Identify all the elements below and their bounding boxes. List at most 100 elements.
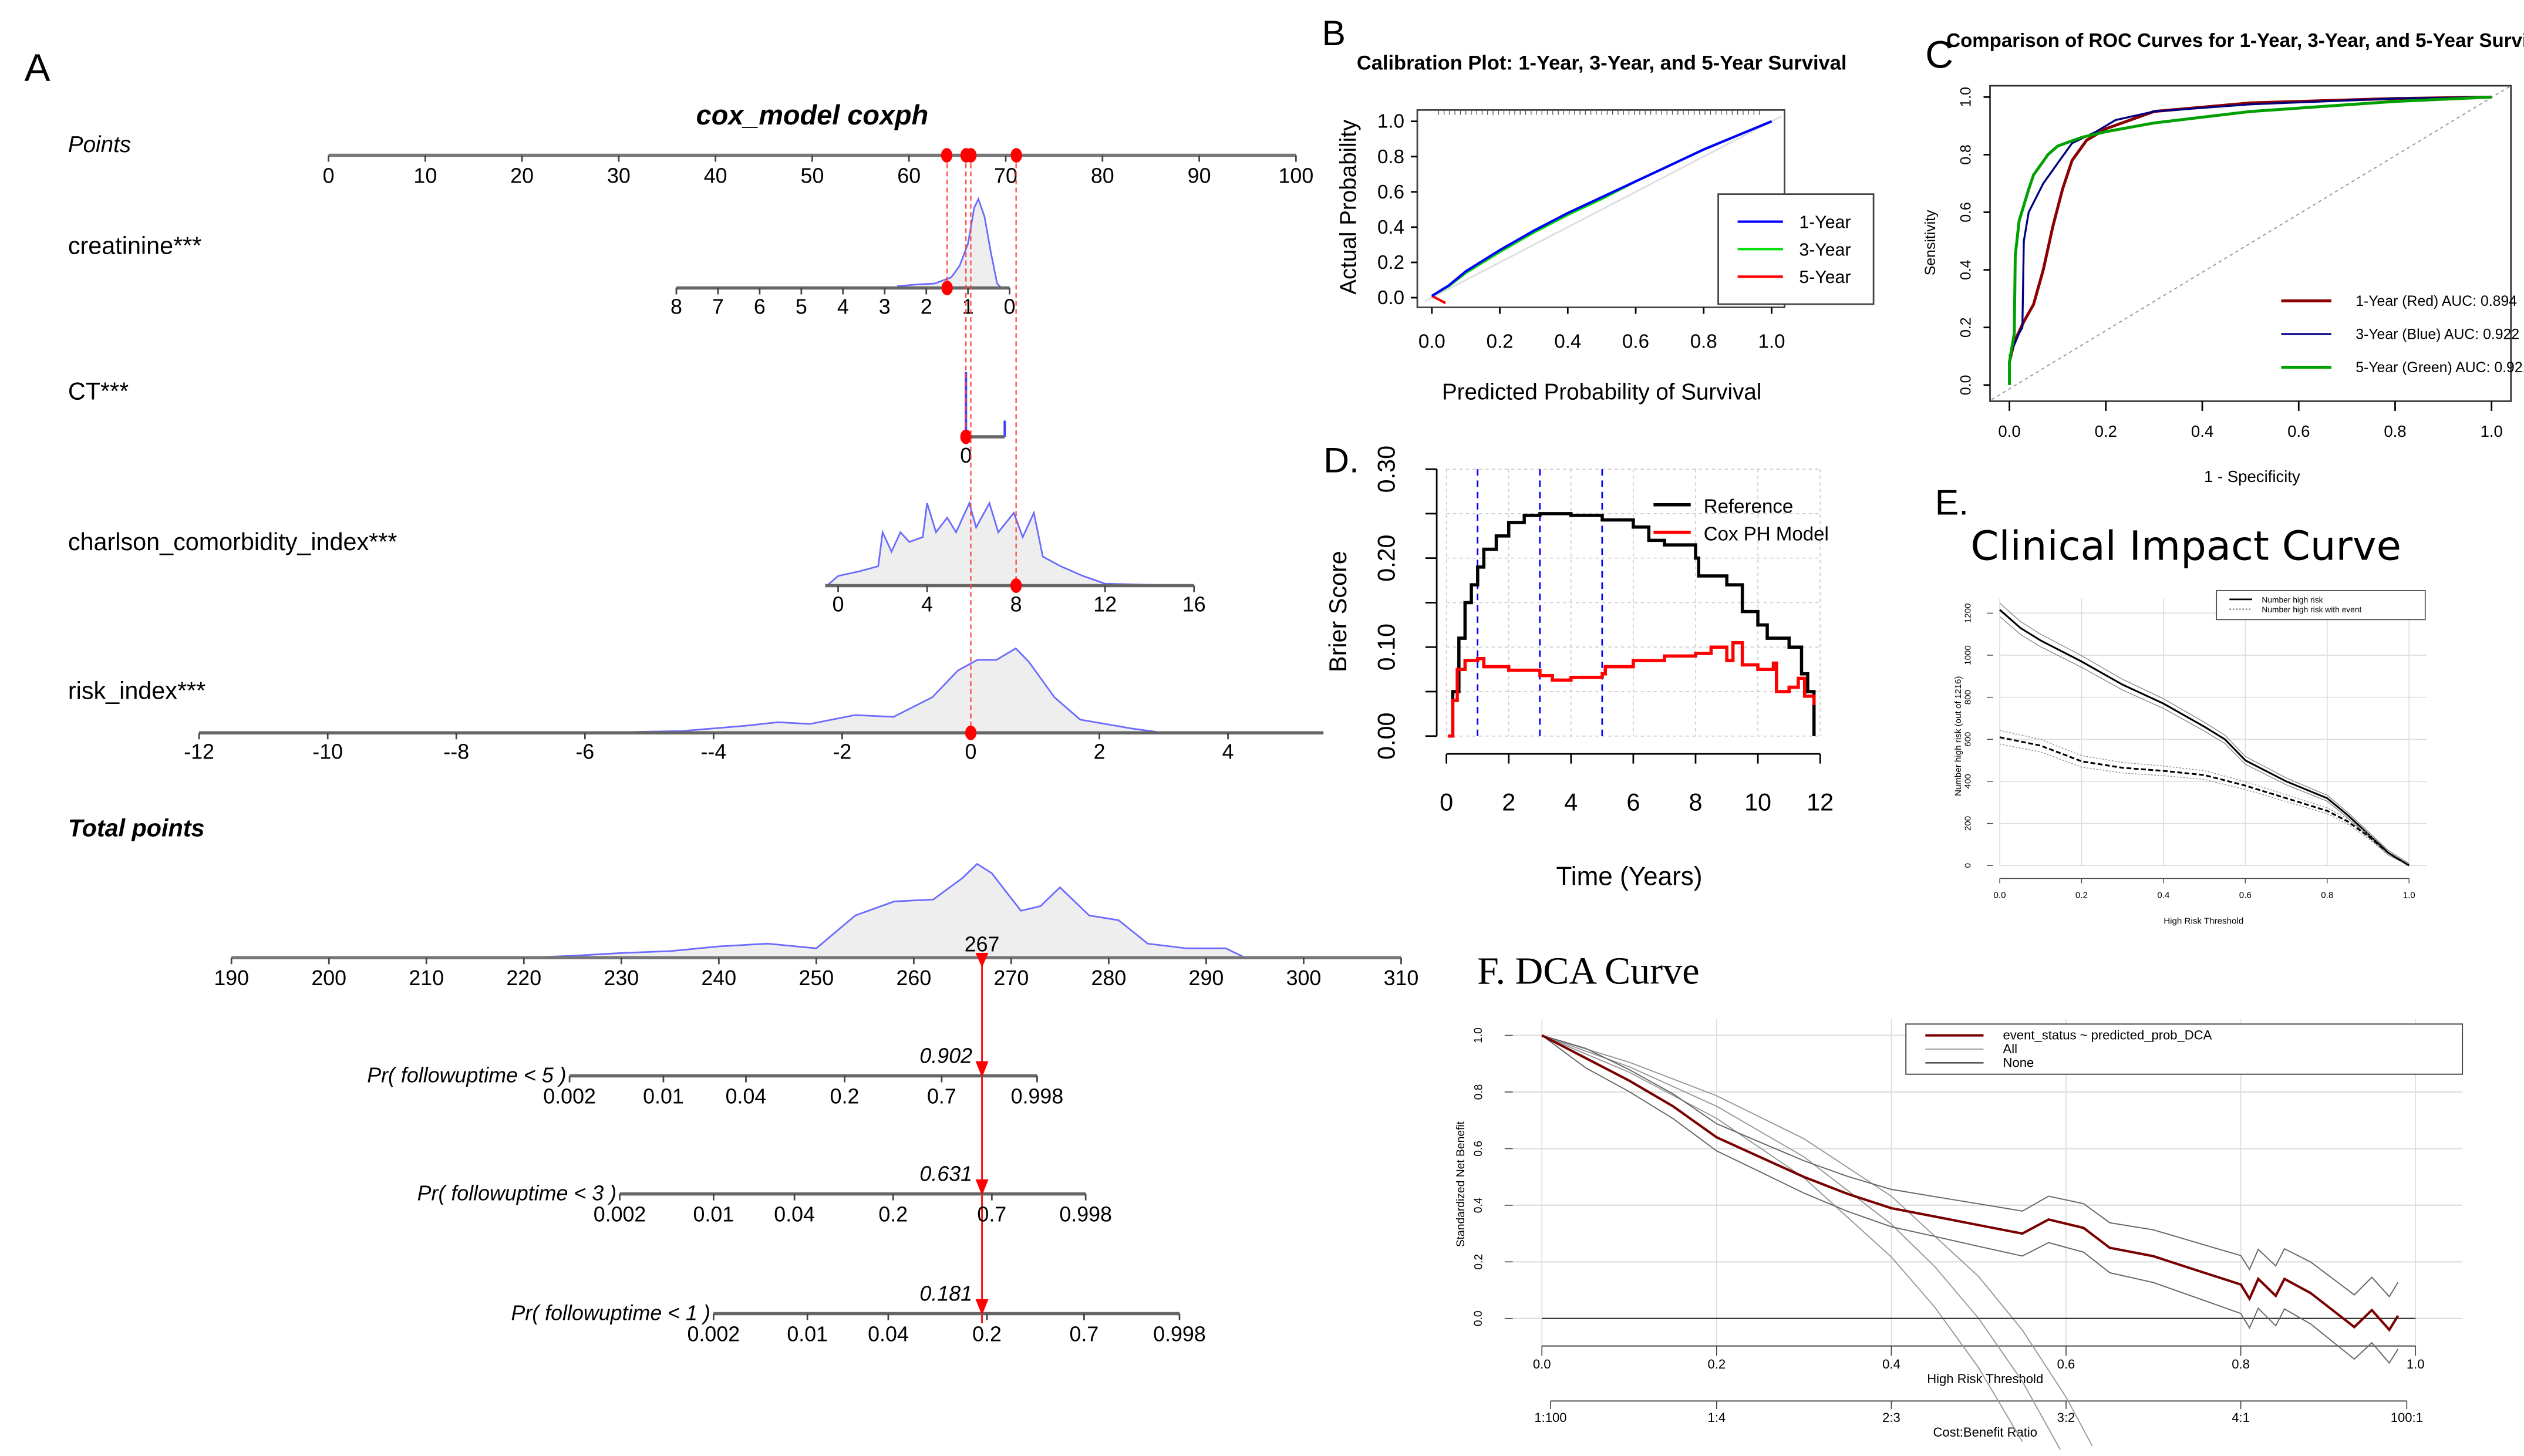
probability-marker — [975, 1179, 989, 1196]
calibration-y-label: Actual Probability — [1336, 119, 1361, 295]
variable-tick-label: -2 — [833, 740, 852, 763]
y-tick-label: 1200 — [1963, 604, 1973, 623]
variable-tick-label: 0 — [960, 444, 972, 467]
total-points-tick-label: 260 — [896, 966, 931, 990]
cost-benefit-tick-label: 4:1 — [2232, 1410, 2250, 1425]
legend-label: Cox PH Model — [1704, 523, 1829, 545]
legend-label: 3-Year — [1799, 240, 1851, 259]
panel-e-clinical-impact: E.Clinical Impact Curve 0.0 0.2 0.4 0.6 0.8 1.… — [1935, 482, 2427, 926]
total-points-tick-label: 190 — [214, 966, 249, 990]
legend-label: Number high risk — [2262, 595, 2323, 604]
variable-tick-label: 2 — [921, 295, 932, 319]
y-tick-label: 200 — [1963, 816, 1973, 831]
x-tick-label: 0.4 — [1554, 331, 1581, 352]
clinical-impact-title: Clinical Impact Curve — [1970, 523, 2401, 569]
total-points-tick-label: 220 — [506, 966, 541, 990]
y-tick-label: 0.8 — [1472, 1084, 1485, 1100]
clinical-impact-y-label: Number high risk (out of 1216) — [1953, 676, 1963, 797]
total-points-tick-label: 300 — [1286, 966, 1322, 990]
variable-tick-label: 8 — [1010, 593, 1022, 616]
variable-tick-label: 0 — [965, 740, 977, 763]
nomogram-variable-2: charlson_comorbidity_index***0 4 8 12 16 — [68, 155, 1206, 616]
x-tick-label: 0.8 — [2232, 1357, 2250, 1371]
y-tick-label: 0.0 — [1377, 287, 1404, 309]
probability-scale-0: Pr( followuptime < 5 )0.002 0.01 0.04 0.2 0.… — [367, 1044, 1063, 1108]
x-tick-label: 0.2 — [1707, 1357, 1726, 1371]
probability-tick-label: 0.01 — [693, 1202, 734, 1226]
panel-label-f: F. DCA Curve — [1477, 949, 1700, 992]
y-tick-label: 1000 — [1963, 645, 1973, 665]
y-tick-label: 1.0 — [1958, 87, 1974, 107]
cost-benefit-tick-label: 1:100 — [1534, 1410, 1566, 1425]
total-points-tick-label: 210 — [409, 966, 444, 990]
x-tick-label: 1.0 — [2407, 1357, 2425, 1371]
x-tick-label: 0 — [1440, 789, 1453, 816]
points-tick-label: 20 — [510, 164, 534, 187]
variable-tick-label: 2 — [1094, 740, 1106, 763]
probability-tick-label: 0.002 — [594, 1202, 646, 1226]
panel-d-brier: D. 0.00 0.10 0.20 0.30 0 2 4 6 8 10 12 Brier Score Ti… — [1323, 440, 1834, 891]
probability-tick-label: 0.998 — [1059, 1202, 1112, 1226]
variable-density-fill — [897, 198, 1002, 288]
variable-value-marker — [960, 429, 972, 444]
clinical-impact-curves — [1999, 602, 2410, 867]
x-tick-label: 6 — [1626, 789, 1640, 816]
dca-model-curve — [1541, 1034, 2400, 1332]
points-tick-label: 60 — [897, 164, 921, 187]
x-tick-label: 0.6 — [1622, 331, 1649, 352]
variable-tick-label: 5 — [796, 295, 807, 319]
probability-tick-label: 0.002 — [543, 1084, 596, 1108]
y-tick-label: 0.2 — [1377, 252, 1404, 274]
y-tick-label: 0.0 — [1472, 1310, 1485, 1326]
points-tick-label: 10 — [413, 164, 437, 187]
total-points-tick-label: 200 — [311, 966, 346, 990]
dca-all-curve — [1541, 1034, 2023, 1442]
total-points-density-curve — [524, 862, 1275, 959]
x-tick-label: 0.8 — [2384, 422, 2406, 440]
confidence-band-line — [1999, 602, 2410, 864]
y-tick-label: 0.8 — [1958, 144, 1974, 164]
total-points-tick-label: 250 — [798, 966, 834, 990]
total-points-tick-label: 310 — [1384, 966, 1419, 990]
chance-diagonal — [1991, 85, 2512, 400]
clinical-impact-x-label: High Risk Threshold — [2164, 916, 2243, 926]
legend-label: event_status ~ predicted_prob_DCA — [2003, 1027, 2212, 1042]
panel-label-b: B — [1322, 13, 1345, 53]
variable-density-fill — [827, 503, 1183, 586]
probability-tick-label: 0.998 — [1011, 1084, 1064, 1108]
x-tick-label: 0.6 — [2287, 422, 2310, 440]
confidence-band-line — [1999, 743, 2410, 866]
total-points-label: Total points — [68, 815, 205, 842]
probability-tick-label: 0.7 — [977, 1202, 1006, 1226]
panel-label-c: C — [1925, 33, 1953, 77]
roc-curve-2 — [2008, 95, 2492, 385]
x-tick-label: 0.8 — [2321, 890, 2333, 900]
total-points-value: 267 — [965, 932, 1000, 956]
y-tick-label: 400 — [1963, 774, 1973, 788]
cost-benefit-label: Cost:Benefit Ratio — [1933, 1425, 2037, 1440]
variable-density-curve — [585, 647, 1228, 734]
panel-label-d: D. — [1323, 440, 1359, 480]
probability-label: Pr( followuptime < 3 ) — [417, 1182, 616, 1205]
confidence-band-line — [1999, 730, 2410, 864]
x-tick-label: 1.0 — [2481, 422, 2503, 440]
calibration-title: Calibration Plot: 1-Year, 3-Year, and 5-… — [1357, 52, 1847, 74]
y-tick-label: 0.4 — [1958, 259, 1974, 280]
probability-value: 0.181 — [919, 1282, 972, 1305]
total-points-tick-label: 280 — [1091, 966, 1127, 990]
x-tick-label: 0.2 — [2095, 422, 2117, 440]
points-tick-label: 90 — [1188, 164, 1211, 187]
variable-tick-label: 1 — [962, 295, 974, 319]
variable-value-marker — [1010, 578, 1022, 593]
variable-label: charlson_comorbidity_index*** — [68, 528, 397, 555]
probability-tick-label: 0.04 — [868, 1322, 909, 1346]
points-marker — [965, 148, 977, 163]
legend-label: 5-Year (Green) AUC: 0.921 — [2355, 360, 2524, 376]
variable-tick-label: 3 — [879, 295, 891, 319]
y-tick-label: 1.0 — [1472, 1027, 1485, 1043]
points-tick-label: 30 — [607, 164, 631, 187]
legend-label: 5-Year — [1799, 268, 1851, 287]
clinical-impact-curve-1 — [1999, 736, 2410, 867]
